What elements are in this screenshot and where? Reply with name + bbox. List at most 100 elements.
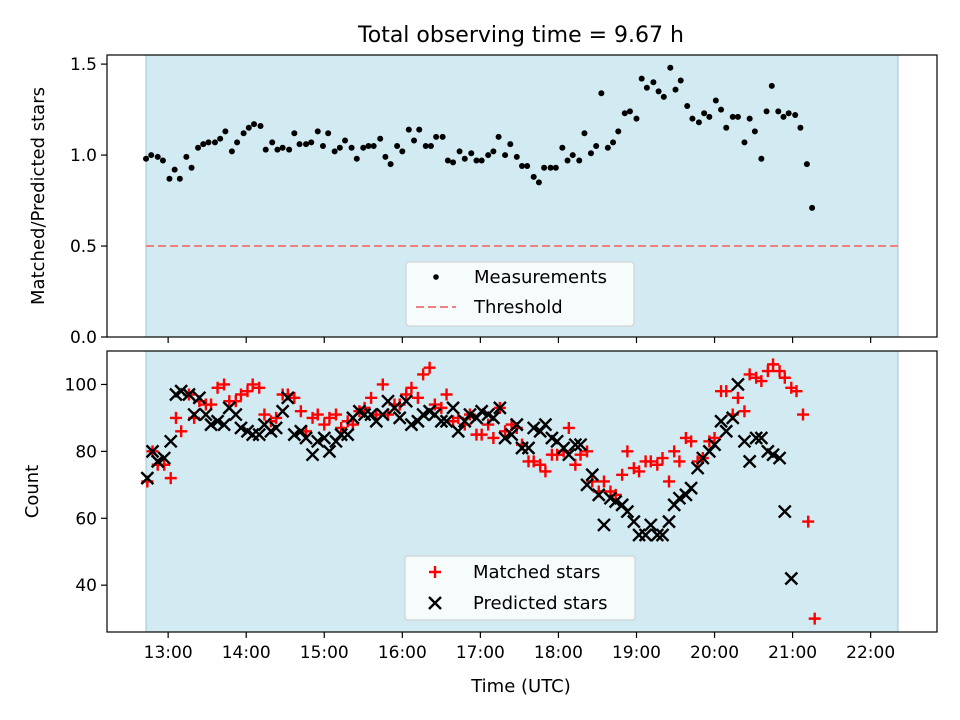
predicted-star-point <box>317 431 332 445</box>
top-panel: 0.0 0.5 1.0 1.5 Matched/Predicted stars Mea… <box>28 54 938 348</box>
y-tick-label: 100 <box>65 375 97 395</box>
measurement-point <box>240 130 247 137</box>
measurement-point <box>513 153 520 160</box>
x-axis-label: Time (UTC) <box>470 676 571 697</box>
predicted-star-point <box>145 444 160 459</box>
predicted-star-point <box>280 390 295 405</box>
predicted-star-point <box>742 454 757 469</box>
measurement-point <box>610 139 617 146</box>
predicted-star-point <box>269 421 283 435</box>
matched-star-point <box>229 395 242 408</box>
legend-measurements-marker <box>433 274 439 280</box>
matched-star-point <box>586 475 599 488</box>
matched-star-point <box>708 431 721 444</box>
predicted-star-point <box>187 407 202 422</box>
measurement-point <box>478 157 485 164</box>
predicted-star-point <box>504 427 519 442</box>
measurement-point <box>405 126 412 133</box>
measurement-point <box>485 152 492 159</box>
measurement-point <box>809 204 816 211</box>
measurement-point <box>336 144 343 151</box>
predicted-star-point <box>434 414 449 429</box>
predicted-star-point <box>662 514 676 529</box>
matched-star-point <box>685 435 698 448</box>
measurement-point <box>274 146 281 153</box>
predicted-star-point <box>228 407 243 422</box>
measurement-point <box>348 144 355 151</box>
measurement-point <box>746 115 753 122</box>
matched-star-point <box>773 365 786 378</box>
measurement-point <box>626 108 633 115</box>
matched-star-point <box>241 385 254 398</box>
predicted-star-point <box>322 444 337 459</box>
matched-star-point <box>656 452 669 465</box>
bottom-axes-frame <box>106 350 938 633</box>
measurement-point <box>394 142 401 149</box>
measurement-point <box>308 139 315 146</box>
predicted-star-point <box>463 407 477 422</box>
matched-star-point <box>621 445 634 458</box>
matched-star-point <box>651 458 664 471</box>
measurement-point <box>353 155 360 162</box>
predicted-star-point <box>299 431 313 445</box>
predicted-star-point <box>620 504 635 519</box>
matched-star-point <box>790 385 803 398</box>
predicted-star-point <box>655 528 670 542</box>
predicted-star-point <box>526 421 541 435</box>
measurement-point <box>701 110 708 117</box>
x-tick-label: 21:00 <box>768 643 817 663</box>
predicted-star-point <box>772 451 787 465</box>
predicted-star-point <box>157 451 172 465</box>
matched-star-point <box>743 368 756 381</box>
measurement-point <box>775 108 782 115</box>
y-tick-label: 1.5 <box>70 55 97 75</box>
legend-matched-label: Matched stars <box>473 562 600 583</box>
bottom-x-axis: 13:00 14:00 15:00 16:00 17:00 18:00 19:00 20:00… <box>144 337 895 663</box>
matched-star-point <box>539 465 552 478</box>
predicted-star-point <box>597 518 611 532</box>
measurement-point <box>399 148 406 155</box>
measurement-point <box>143 155 150 162</box>
measurement-point <box>183 153 190 160</box>
measurement-point <box>689 115 696 122</box>
measurement-point <box>228 148 235 155</box>
matched-star-point <box>720 385 733 398</box>
measurement-point <box>234 139 241 146</box>
predicted-star-point <box>538 417 553 432</box>
measurement-point <box>785 110 792 117</box>
measurement-point <box>468 150 475 157</box>
measurement-point <box>154 153 161 160</box>
matched-star-point <box>218 378 231 391</box>
predicted-star-point <box>199 407 213 422</box>
predicted-star-point <box>192 390 207 405</box>
measurement-point <box>176 175 183 182</box>
measurement-point <box>444 157 451 164</box>
measurement-point <box>559 144 566 151</box>
measurement-point <box>650 79 657 86</box>
y-tick-label: 80 <box>75 442 97 462</box>
measurement-point <box>166 175 173 182</box>
x-tick-label: 18:00 <box>534 643 583 663</box>
measurement-point <box>552 164 559 171</box>
matched-star-point <box>644 455 657 468</box>
measurement-point <box>598 90 605 97</box>
matched-star-point <box>323 411 336 424</box>
predicted-star-point <box>627 514 641 529</box>
top-legend: Measurements Threshold <box>405 261 635 327</box>
measurement-point <box>262 146 269 153</box>
measurement-point <box>768 82 775 89</box>
measurement-point <box>621 110 628 117</box>
predicted-star-point <box>439 414 454 429</box>
top-y-axis: 0.0 0.5 1.0 1.5 <box>70 55 107 348</box>
predicted-star-point <box>561 447 576 462</box>
measurement-point <box>723 124 730 131</box>
predicted-star-point <box>252 427 267 442</box>
x-tick-label: 22:00 <box>846 643 895 663</box>
measurement-point <box>758 155 765 162</box>
predicted-star-point <box>719 424 734 439</box>
matched-star-point <box>808 612 821 625</box>
measurement-point <box>222 128 229 135</box>
matched-star-point <box>797 408 810 421</box>
measurement-point <box>245 124 252 131</box>
